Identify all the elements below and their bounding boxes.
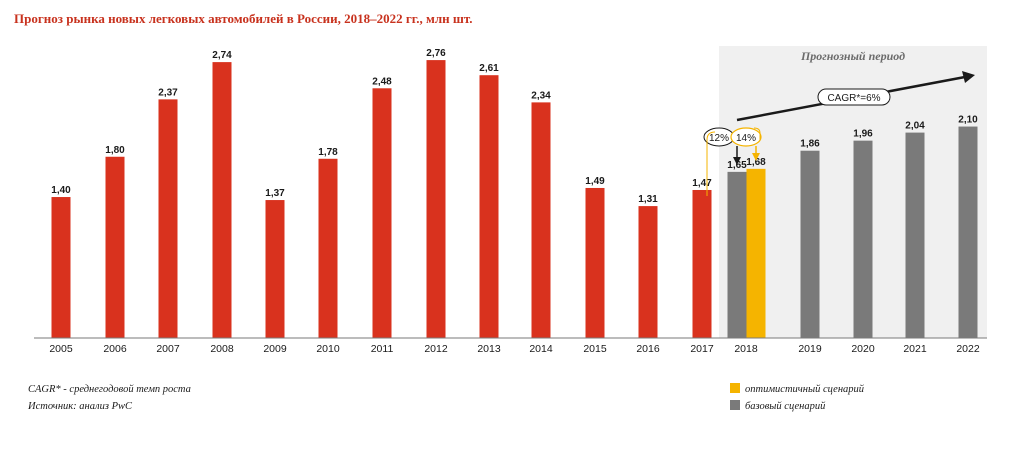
bar-2022-base [958, 126, 978, 338]
value-label-2012-historical: 2,76 [426, 48, 446, 59]
value-label-2013-historical: 2,61 [479, 63, 499, 74]
x-tick-label-2008: 2008 [210, 343, 234, 355]
bar-2021-base [905, 132, 925, 338]
legend-label-optimistic: оптимистичный сценарий [745, 384, 865, 395]
chart-title: Прогноз рынка новых легковых автомобилей… [14, 11, 473, 26]
bar-2013-historical [479, 75, 499, 338]
x-tick-label-2012: 2012 [424, 343, 448, 355]
legend-swatch-base [730, 400, 740, 410]
bar-2015-historical [585, 187, 605, 338]
bar-2005-historical [51, 197, 71, 338]
value-label-2009-historical: 1,37 [265, 188, 285, 199]
growth-base-label: 12% [709, 133, 729, 144]
x-tick-label-2006: 2006 [103, 343, 127, 355]
value-label-2018-base: 1,65 [727, 160, 747, 171]
value-label-2014-historical: 2,34 [531, 90, 551, 101]
value-label-2010-historical: 1,78 [318, 147, 338, 158]
x-tick-label-2018: 2018 [734, 343, 758, 355]
value-label-2016-historical: 1,31 [638, 194, 658, 205]
value-label-2019-base: 1,86 [800, 139, 820, 150]
forecast-period-label: Прогнозный период [800, 49, 905, 63]
bar-2009-historical [265, 200, 285, 338]
x-tick-label-2019: 2019 [798, 343, 822, 355]
x-tick-label-2020: 2020 [851, 343, 875, 355]
bar-2012-historical [426, 60, 446, 338]
value-label-2008-historical: 2,74 [212, 50, 232, 61]
bar-2006-historical [105, 156, 125, 338]
legend-swatch-optimistic [730, 383, 740, 393]
bar-2018-base [727, 171, 747, 338]
x-tick-label-2014: 2014 [529, 343, 553, 355]
growth-optimistic-ellipse [730, 127, 762, 147]
value-label-2005-historical: 1,40 [51, 185, 71, 196]
source-footnote: Источник: анализ PwC [27, 401, 133, 412]
value-label-2011-historical: 2,48 [372, 76, 392, 87]
value-label-2007-historical: 2,37 [158, 87, 178, 98]
bar-2019-base [800, 150, 820, 338]
bar-2018-optimistic [746, 168, 766, 338]
value-label-2006-historical: 1,80 [105, 145, 125, 156]
x-tick-label-2005: 2005 [49, 343, 73, 355]
value-label-2020-base: 1,96 [853, 129, 873, 140]
growth-optimistic-arrowhead [752, 153, 760, 161]
x-tick-label-2011: 2011 [371, 343, 394, 355]
cagr-footnote: CAGR* - среднегодовой темп роста [28, 384, 191, 395]
bar-2017-historical [692, 189, 712, 338]
growth-optimistic-label: 14% [736, 133, 756, 144]
x-tick-label-2007: 2007 [156, 343, 180, 355]
bar-2010-historical [318, 158, 338, 338]
value-label-2022-base: 2,10 [958, 115, 978, 126]
bar-2020-base [853, 140, 873, 338]
x-tick-label-2016: 2016 [636, 343, 660, 355]
cagr-badge [817, 88, 891, 106]
x-tick-label-2009: 2009 [263, 343, 287, 355]
bar-2011-historical [372, 88, 392, 338]
cagr-arrowhead [962, 71, 975, 83]
growth-base-arrowhead [733, 157, 741, 165]
value-label-2015-historical: 1,49 [585, 176, 605, 187]
cagr-label: CAGR*=6% [827, 93, 880, 104]
x-tick-label-2013: 2013 [477, 343, 501, 355]
x-tick-label-2021: 2021 [903, 343, 927, 355]
value-label-2021-base: 2,04 [905, 121, 925, 132]
x-tick-label-2022: 2022 [956, 343, 980, 355]
growth-bracket [706, 127, 761, 196]
bar-2016-historical [638, 206, 658, 338]
legend-label-base: базовый сценарий [745, 401, 826, 412]
value-label-2018-optimistic: 1,68 [746, 157, 766, 168]
bar-2007-historical [158, 99, 178, 339]
bar-2014-historical [531, 102, 551, 339]
bar-2008-historical [212, 62, 232, 338]
x-tick-label-2010: 2010 [316, 343, 340, 355]
x-tick-label-2017: 2017 [690, 343, 714, 355]
value-label-2017-historical: 1,47 [692, 178, 712, 189]
x-tick-label-2015: 2015 [583, 343, 607, 355]
